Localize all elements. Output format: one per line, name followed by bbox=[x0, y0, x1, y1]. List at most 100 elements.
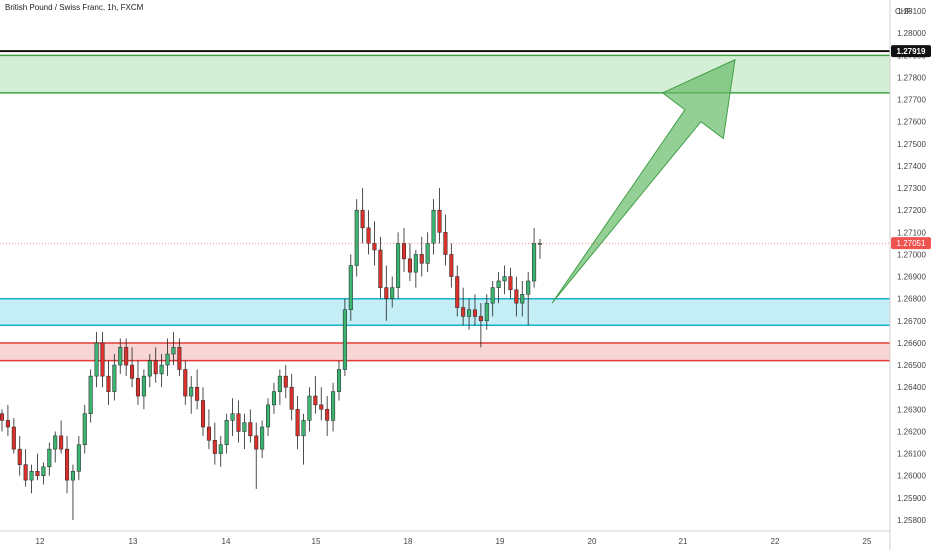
candle bbox=[59, 420, 64, 454]
candle bbox=[118, 338, 123, 374]
x-tick-label: 21 bbox=[679, 537, 688, 546]
supply-zone bbox=[0, 55, 890, 93]
candle bbox=[325, 396, 330, 436]
candle-body bbox=[59, 435, 64, 450]
candle bbox=[401, 227, 407, 273]
candle bbox=[236, 400, 241, 443]
resistance-price-label: 1.27919 bbox=[897, 47, 926, 56]
y-tick-label: 1.26500 bbox=[897, 361, 926, 370]
candle-body bbox=[461, 307, 466, 317]
candle-body bbox=[301, 420, 306, 437]
candle bbox=[65, 435, 70, 494]
x-tick-label: 20 bbox=[588, 537, 597, 546]
y-tick-label: 1.25800 bbox=[897, 516, 926, 525]
price-zones bbox=[0, 50, 890, 362]
candle bbox=[218, 435, 223, 467]
candle bbox=[407, 243, 412, 281]
candle bbox=[514, 276, 519, 317]
candle-body bbox=[41, 466, 46, 476]
trend-arrow bbox=[551, 58, 736, 304]
y-tick-label: 1.27400 bbox=[897, 162, 926, 171]
candle bbox=[183, 360, 188, 405]
candle-body bbox=[165, 353, 170, 366]
candle bbox=[484, 294, 489, 330]
candle bbox=[177, 338, 182, 377]
candle-body bbox=[490, 287, 495, 304]
x-tick-label: 13 bbox=[129, 537, 138, 546]
candle-body bbox=[147, 360, 152, 377]
candle-body bbox=[47, 448, 52, 468]
candle bbox=[366, 210, 371, 255]
candle bbox=[449, 243, 454, 288]
candle-body bbox=[17, 448, 22, 465]
candle bbox=[301, 413, 306, 465]
candle-body bbox=[348, 265, 353, 310]
y-tick-label: 1.27700 bbox=[897, 96, 926, 105]
resistance-price-tag bbox=[891, 45, 931, 58]
candle-body bbox=[124, 347, 129, 366]
candle-body bbox=[307, 395, 312, 421]
candle-body bbox=[242, 422, 247, 432]
candle-body bbox=[295, 409, 300, 437]
candle-body bbox=[177, 347, 182, 370]
x-tick-label: 19 bbox=[496, 537, 505, 546]
x-axis-ticks: 12 13 14 15 18 19 20 21 22 25 bbox=[36, 537, 872, 546]
y-tick-label: 1.27100 bbox=[897, 228, 926, 237]
candle bbox=[106, 360, 111, 405]
candle bbox=[17, 435, 22, 476]
candle bbox=[5, 404, 10, 436]
y-tick-label: 1.26000 bbox=[897, 472, 926, 481]
x-tick-label: 14 bbox=[222, 537, 231, 546]
candle bbox=[289, 373, 294, 421]
candle-body bbox=[289, 386, 294, 410]
candle-body bbox=[496, 280, 501, 288]
candle bbox=[230, 398, 235, 436]
candle-body bbox=[94, 342, 99, 377]
candle bbox=[206, 409, 211, 450]
y-tick-label: 1.27500 bbox=[897, 140, 926, 149]
candle-body bbox=[455, 276, 460, 308]
candle bbox=[283, 365, 288, 399]
candle-body bbox=[200, 400, 206, 428]
candle bbox=[532, 227, 537, 288]
candle-body bbox=[271, 391, 276, 406]
support-zone bbox=[0, 298, 890, 326]
candle-body bbox=[390, 287, 395, 299]
candle-body bbox=[378, 249, 383, 288]
candle-body bbox=[195, 386, 200, 401]
candle-body bbox=[478, 316, 483, 322]
candle-body bbox=[171, 347, 176, 355]
y-tick-label: 1.26300 bbox=[897, 405, 926, 414]
candle-body bbox=[218, 444, 223, 454]
y-tick-label: 1.26800 bbox=[897, 295, 926, 304]
candle bbox=[88, 369, 93, 423]
candle bbox=[467, 298, 472, 330]
candle bbox=[431, 199, 436, 255]
candle bbox=[35, 453, 40, 481]
candle-body bbox=[23, 464, 28, 481]
y-tick-label: 1.26200 bbox=[897, 427, 926, 436]
x-tick-label: 12 bbox=[36, 537, 45, 546]
x-tick-label: 18 bbox=[404, 537, 413, 546]
candle-body bbox=[277, 375, 282, 392]
candle bbox=[419, 236, 424, 277]
trend-arrow-layer bbox=[551, 58, 736, 304]
candle-body bbox=[325, 409, 330, 421]
candle bbox=[425, 232, 430, 273]
x-tick-label: 22 bbox=[771, 537, 780, 546]
y-tick-label: 1.26400 bbox=[897, 383, 926, 392]
candle bbox=[94, 331, 99, 388]
candle bbox=[82, 404, 87, 454]
candle bbox=[0, 409, 5, 432]
candle-body bbox=[537, 243, 543, 245]
candle bbox=[271, 382, 276, 414]
candle bbox=[130, 347, 135, 388]
candle bbox=[224, 413, 229, 454]
candle bbox=[212, 422, 217, 465]
candle-body bbox=[336, 369, 342, 392]
candle bbox=[331, 382, 336, 432]
candle bbox=[53, 431, 58, 463]
y-tick-label: 1.26700 bbox=[897, 317, 926, 326]
candle-body bbox=[130, 364, 135, 379]
candle bbox=[70, 464, 75, 520]
